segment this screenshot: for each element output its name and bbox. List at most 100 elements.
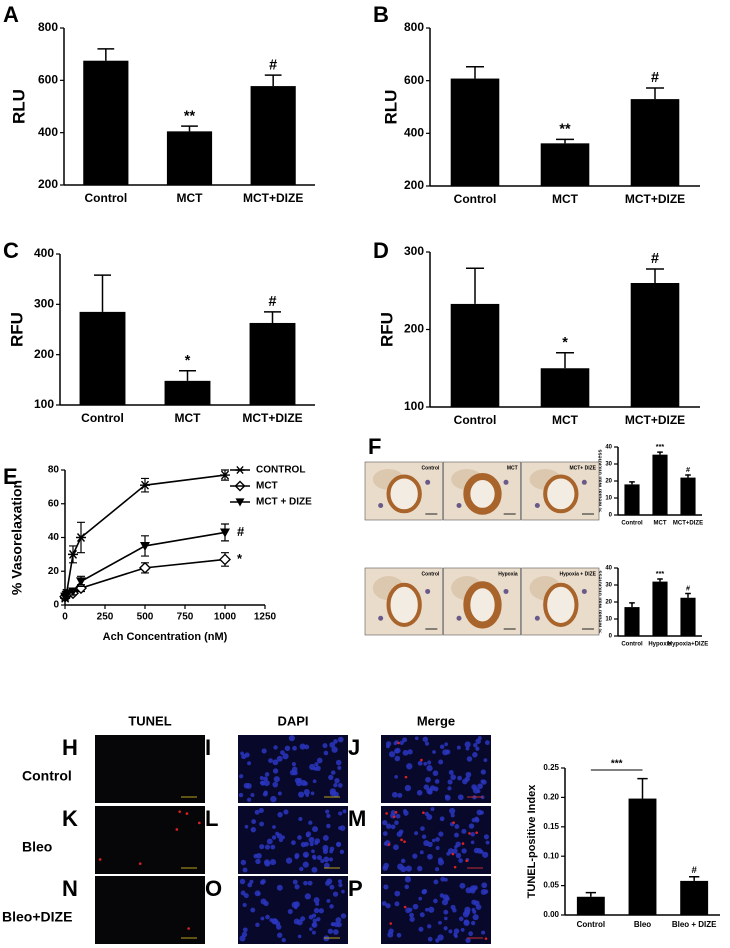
image-label: Control <box>422 465 440 471</box>
nucleus <box>292 770 298 776</box>
nucleus <box>422 736 429 743</box>
nucleus <box>338 882 343 888</box>
nucleus <box>456 503 462 508</box>
apoptotic-cell <box>403 905 407 909</box>
error-bar <box>629 481 635 485</box>
y-tick-label: 20 <box>48 566 60 577</box>
nucleus <box>271 918 278 925</box>
nucleus <box>382 819 388 826</box>
nucleus <box>418 896 423 901</box>
y-tick-label: 100 <box>404 399 424 413</box>
nucleus <box>264 860 271 867</box>
nucleus <box>427 924 432 929</box>
nucleus <box>427 789 433 795</box>
nucleus <box>444 794 451 801</box>
apoptotic-cell <box>400 838 403 842</box>
marker <box>68 587 78 597</box>
panel-letter: H <box>62 735 78 760</box>
nucleus <box>311 849 315 854</box>
x-tick-label: MCT <box>654 521 667 527</box>
x-tick-label: MCT+DIZE <box>243 191 303 205</box>
nucleus <box>422 888 428 894</box>
bar <box>624 484 640 515</box>
nucleus <box>277 932 283 938</box>
nucleus <box>448 929 453 934</box>
nucleus <box>238 792 244 798</box>
row-label: Control <box>22 768 72 784</box>
nucleus <box>260 898 267 905</box>
apoptotic-cell <box>389 922 393 925</box>
nucleus <box>396 932 402 938</box>
nucleus <box>272 781 279 788</box>
nucleus <box>297 777 302 783</box>
nucleus <box>341 889 345 894</box>
nucleus <box>462 778 468 785</box>
nucleus <box>431 838 436 843</box>
nucleus <box>270 844 276 850</box>
marker <box>140 480 150 490</box>
nucleus <box>304 854 308 858</box>
nucleus <box>396 831 403 838</box>
significance-label: ** <box>184 108 196 124</box>
x-tick-label: MCT+DIZE <box>242 411 302 425</box>
bar <box>79 311 126 405</box>
nucleus <box>322 848 329 854</box>
nucleus <box>432 750 436 754</box>
y-tick-label: 30 <box>605 462 612 468</box>
nucleus <box>420 826 425 831</box>
x-tick-label: 750 <box>177 612 194 623</box>
y-axis-label: RLU <box>9 89 28 124</box>
significance-label: # <box>651 70 659 86</box>
nucleus <box>253 853 258 859</box>
nucleus <box>427 841 433 848</box>
panel-letter: L <box>205 806 218 831</box>
nucleus <box>340 913 347 919</box>
nucleus <box>461 848 467 854</box>
y-tick-label: 20 <box>605 479 612 485</box>
nucleus <box>283 809 289 815</box>
nucleus <box>285 857 293 864</box>
y-tick-label: 40 <box>48 532 60 543</box>
x-tick-label: Control <box>621 642 643 648</box>
nucleus <box>308 820 313 825</box>
bar <box>680 880 709 915</box>
bar <box>540 143 590 186</box>
nucleus <box>254 890 261 897</box>
nucleus <box>287 909 293 915</box>
nucleus <box>417 760 423 766</box>
image-label: Hypoxia <box>498 571 518 577</box>
y-tick-label: 0.10 <box>543 851 559 860</box>
y-tick-label: 100 <box>34 397 54 411</box>
image-label: MCT <box>507 465 518 471</box>
nucleus <box>304 841 309 847</box>
nucleus <box>333 929 339 935</box>
nucleus <box>322 743 328 749</box>
nucleus <box>435 938 440 943</box>
nucleus <box>251 819 257 824</box>
bar <box>680 477 696 515</box>
nucleus <box>457 794 464 801</box>
nucleus <box>383 841 388 846</box>
nucleus <box>250 792 255 797</box>
y-axis-label: % Vasorelaxation <box>9 480 25 595</box>
nucleus <box>423 761 428 766</box>
nucleus <box>315 901 320 906</box>
nucleus <box>337 736 344 743</box>
nucleus <box>329 849 334 854</box>
nucleus <box>394 901 400 907</box>
nucleus <box>250 907 256 913</box>
column-title: DAPI <box>277 713 308 728</box>
error-bar <box>646 87 664 100</box>
nucleus <box>239 878 246 885</box>
panel-letter: M <box>348 806 366 831</box>
nucleus <box>335 917 342 924</box>
nucleus <box>337 783 343 788</box>
nucleus <box>454 934 458 939</box>
nucleus <box>323 750 329 756</box>
marker <box>220 470 230 480</box>
nucleus <box>439 816 445 822</box>
nucleus <box>276 833 283 839</box>
column-title: TUNEL <box>128 713 171 728</box>
nucleus <box>406 763 413 770</box>
apoptotic-cell <box>453 865 457 869</box>
